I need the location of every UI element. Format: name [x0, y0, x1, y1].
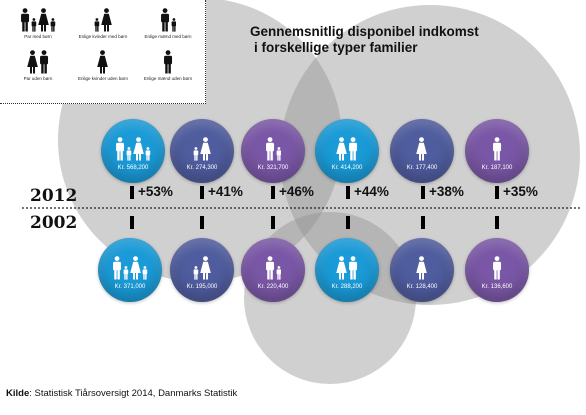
connector-tick: [421, 186, 425, 199]
couple-icon: [336, 252, 358, 280]
connector-tick: [271, 186, 275, 199]
single-woman-with-child-icon: [70, 8, 136, 32]
connector-tick: [495, 186, 499, 199]
change-percent: +41%: [208, 184, 243, 199]
page-title: Gennemsnitlig disponibel indkomst i fors…: [250, 24, 550, 56]
single-man-with-child-icon: [265, 252, 282, 280]
legend-item-single-woman-with-child: Enlige kvinder med børn: [70, 8, 136, 39]
couple-with-children-icon: [115, 133, 151, 161]
family-circle-2002: Kr. 288,200: [315, 238, 379, 302]
connector-tick: [421, 216, 425, 229]
legend-label: Par uden børn: [23, 76, 53, 81]
single-man-with-child-icon: [135, 8, 201, 32]
change-percent: +46%: [279, 184, 314, 199]
title-line-1: Gennemsnitlig disponibel indkomst: [250, 24, 479, 39]
income-amount: Kr. 220,400: [257, 284, 289, 290]
legend-item-single-man-with-child: Enlige mænd med børn: [135, 8, 201, 39]
income-amount: Kr. 128,400: [406, 284, 438, 290]
income-amount: Kr. 568,200: [117, 165, 149, 171]
change-percent: +38%: [429, 184, 464, 199]
change-percent: +53%: [138, 184, 173, 199]
income-amount: Kr. 371,000: [114, 284, 146, 290]
couple-icon: [336, 133, 358, 161]
income-amount: Kr. 136,600: [481, 284, 513, 290]
single-woman-with-child-icon: [193, 133, 211, 161]
connector-tick: [130, 216, 134, 229]
family-circle-2002: Kr. 371,000: [98, 238, 162, 302]
family-circle-2002: Kr. 128,400: [390, 238, 454, 302]
title-line-2: i forskellige typer familier: [254, 40, 418, 55]
income-amount: Kr. 274,300: [186, 165, 218, 171]
change-percent: +35%: [503, 184, 538, 199]
family-circle-2002: Kr. 220,400: [241, 238, 305, 302]
legend-label: Enlige kvinder med børn: [78, 34, 128, 39]
legend-item-couple: Par uden børn: [5, 50, 71, 81]
source-text: : Statistisk Tiårsoversigt 2014, Danmark…: [29, 388, 238, 399]
single-man-with-child-icon: [265, 133, 282, 161]
legend-label: Enlige mænd med børn: [144, 34, 192, 39]
legend-item-couple-with-children: Par med børn: [5, 8, 71, 39]
connector-tick: [200, 216, 204, 229]
income-amount: Kr. 414,200: [331, 165, 363, 171]
change-percent: +44%: [354, 184, 389, 199]
connector-tick: [495, 216, 499, 229]
legend: Par med børn Enlige kvinder med børn Enl…: [0, 0, 206, 104]
family-circle-2012: Kr. 187,100: [465, 119, 529, 183]
family-circle-2012: Kr. 414,200: [315, 119, 379, 183]
family-circle-2012: Kr. 568,200: [101, 119, 165, 183]
single-woman-with-child-icon: [193, 252, 211, 280]
source-note: Kilde: Statistisk Tiårsoversigt 2014, Da…: [6, 388, 237, 399]
year-label-2002: 2002: [30, 213, 78, 233]
man-icon: [492, 252, 502, 280]
legend-item-woman: Enlige kvinder uden børn: [70, 50, 136, 81]
family-circle-2012: Kr. 177,400: [390, 119, 454, 183]
man-icon: [135, 50, 201, 74]
woman-icon: [416, 133, 428, 161]
family-circle-2002: Kr. 195,000: [170, 238, 234, 302]
man-icon: [492, 133, 502, 161]
legend-label: Par med børn: [24, 34, 52, 39]
legend-label: Enlige mænd uden børn: [143, 76, 193, 81]
connector-tick: [271, 216, 275, 229]
year-label-2012: 2012: [30, 186, 78, 206]
connector-tick: [200, 186, 204, 199]
couple-with-children-icon: [5, 8, 71, 32]
connector-tick: [130, 186, 134, 199]
source-label: Kilde: [6, 388, 30, 399]
income-amount: Kr. 321,700: [257, 165, 289, 171]
income-amount: Kr. 288,200: [331, 284, 363, 290]
income-amount: Kr. 177,400: [406, 165, 438, 171]
family-circle-2002: Kr. 136,600: [465, 238, 529, 302]
couple-icon: [5, 50, 71, 74]
income-amount: Kr. 187,100: [481, 165, 513, 171]
woman-icon: [70, 50, 136, 74]
legend-item-man: Enlige mænd uden børn: [135, 50, 201, 81]
family-circle-2012: Kr. 274,300: [170, 119, 234, 183]
connector-tick: [346, 186, 350, 199]
connector-tick: [346, 216, 350, 229]
income-amount: Kr. 195,000: [186, 284, 218, 290]
family-circle-2012: Kr. 321,700: [241, 119, 305, 183]
legend-label: Enlige kvinder uden børn: [77, 76, 129, 81]
couple-with-children-icon: [112, 252, 148, 280]
woman-icon: [416, 252, 428, 280]
